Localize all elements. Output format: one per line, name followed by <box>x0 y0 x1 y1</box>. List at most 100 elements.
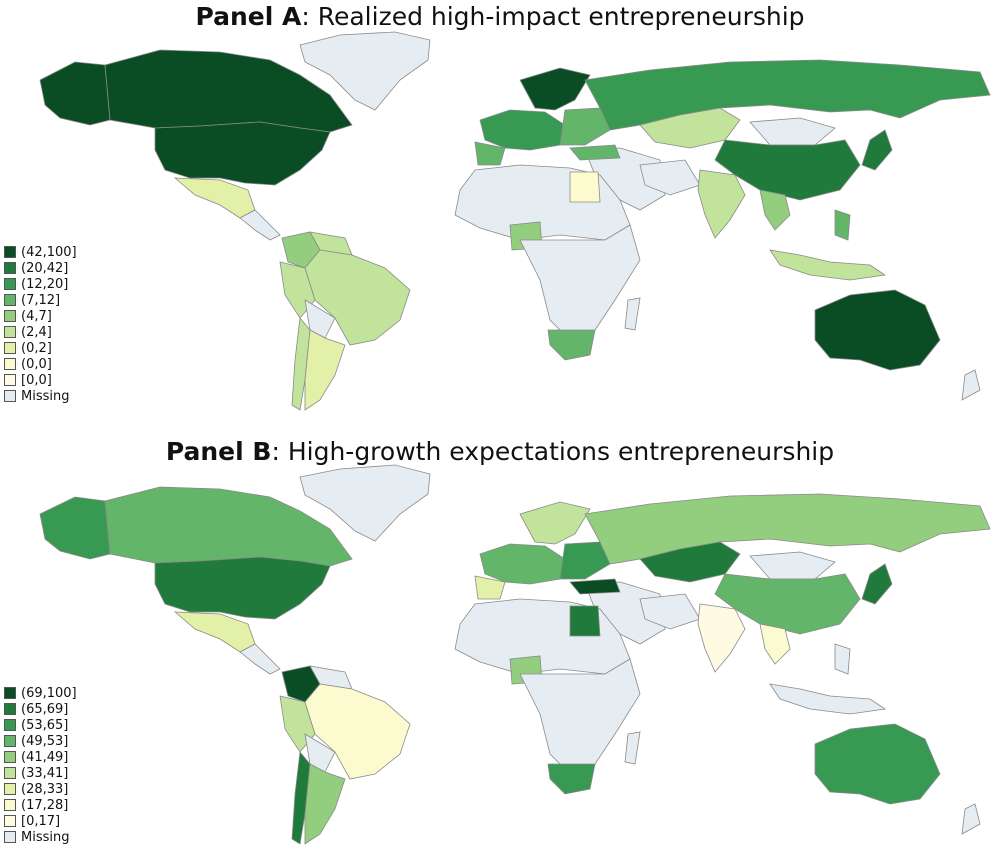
panel-b-title: Panel B: High-growth expectations entrep… <box>165 437 835 466</box>
central-america <box>239 209 281 241</box>
brazil <box>304 683 411 780</box>
legend-label: [0,0] <box>21 372 52 388</box>
legend-swatch <box>4 831 16 843</box>
legend-row: [0,17] <box>4 813 77 829</box>
legend-label: Missing <box>21 829 70 845</box>
brazil <box>304 249 411 346</box>
panel-a: Panel A: Realized high-impact entreprene… <box>4 2 991 411</box>
legend-label: (41,49] <box>21 749 69 765</box>
philippines <box>834 209 851 241</box>
legend-row: (69,100] <box>4 685 77 701</box>
legend-swatch <box>4 751 16 763</box>
central-america <box>239 643 281 675</box>
legend-row: (0,0] <box>4 356 77 372</box>
turkey <box>569 578 621 595</box>
legend-label: (12,20] <box>21 276 69 292</box>
legend-row: (17,28] <box>4 797 77 813</box>
madagascar <box>624 297 641 331</box>
turkey <box>569 144 621 161</box>
alaska <box>39 61 111 126</box>
egypt <box>569 605 601 637</box>
legend-label: (53,65] <box>21 717 69 733</box>
mongolia <box>749 551 836 580</box>
indonesia <box>769 683 887 715</box>
legend-row: [0,0] <box>4 372 77 388</box>
iberia <box>474 575 506 600</box>
legend-label: (0,2] <box>21 340 52 356</box>
argentina <box>304 329 346 411</box>
legend-row: (42,100] <box>4 244 77 260</box>
map-b-regions <box>39 464 991 845</box>
legend-label: (65,69] <box>21 701 69 717</box>
russia <box>584 493 991 565</box>
legend-row: (53,65] <box>4 717 77 733</box>
central-africa <box>519 224 641 341</box>
legend-b: (69,100] (65,69] (53,65] (49,53] (41,49]… <box>4 685 77 845</box>
legend-swatch <box>4 815 16 827</box>
legend-row: Missing <box>4 829 77 845</box>
greenland <box>299 464 431 542</box>
russia <box>584 59 991 131</box>
panel-b: Panel B: High-growth expectations entrep… <box>0 429 1000 858</box>
eastern-europe <box>559 541 611 580</box>
legend-row: (65,69] <box>4 701 77 717</box>
legend-label: Missing <box>21 388 70 404</box>
legend-row: (41,49] <box>4 749 77 765</box>
legend-row: (7,12] <box>4 292 77 308</box>
legend-swatch <box>4 703 16 715</box>
south-africa <box>547 329 596 361</box>
legend-swatch <box>4 246 16 258</box>
japan <box>861 129 893 171</box>
legend-label: (28,33] <box>21 781 69 797</box>
legend-row: (4,7] <box>4 308 77 324</box>
legend-label: (17,28] <box>21 797 69 813</box>
legend-swatch <box>4 358 16 370</box>
scandinavia <box>519 501 591 545</box>
scandinavia <box>519 67 591 111</box>
legend-swatch <box>4 262 16 274</box>
kazakhstan <box>639 541 741 583</box>
legend-label: (42,100] <box>21 244 77 260</box>
legend-label: (0,0] <box>21 356 52 372</box>
legend-row: (12,20] <box>4 276 77 292</box>
legend-swatch <box>4 735 16 747</box>
indonesia <box>769 249 887 281</box>
mexico <box>173 177 256 219</box>
legend-swatch <box>4 687 16 699</box>
legend-label: (2,4] <box>21 324 52 340</box>
alaska <box>39 496 111 560</box>
panel-a-title: Panel A: Realized high-impact entreprene… <box>195 2 805 31</box>
legend-a: (42,100] (20,42] (12,20] (7,12] (4,7] (2… <box>4 244 77 404</box>
world-map-b <box>39 464 991 845</box>
legend-swatch <box>4 278 16 290</box>
legend-swatch <box>4 342 16 354</box>
southeast-asia <box>759 189 791 231</box>
madagascar <box>624 731 641 765</box>
legend-label: (20,42] <box>21 260 69 276</box>
legend-row: (0,2] <box>4 340 77 356</box>
legend-row: (28,33] <box>4 781 77 797</box>
legend-swatch <box>4 326 16 338</box>
australia <box>814 723 941 805</box>
iran <box>639 593 701 630</box>
new-zealand <box>961 369 981 401</box>
china <box>714 573 861 635</box>
iberia <box>474 141 506 166</box>
mexico <box>173 611 256 653</box>
legend-label: (69,100] <box>21 685 77 701</box>
australia <box>814 289 941 371</box>
legend-swatch <box>4 719 16 731</box>
legend-swatch <box>4 799 16 811</box>
legend-row: Missing <box>4 388 77 404</box>
iran <box>639 159 701 196</box>
legend-row: (33,41] <box>4 765 77 781</box>
south-africa <box>547 763 596 795</box>
usa <box>154 556 331 620</box>
legend-label: (4,7] <box>21 308 52 324</box>
western-europe <box>479 109 566 151</box>
legend-swatch <box>4 374 16 386</box>
legend-row: (2,4] <box>4 324 77 340</box>
central-africa <box>519 658 641 775</box>
japan <box>861 563 893 605</box>
eastern-europe <box>559 107 611 146</box>
